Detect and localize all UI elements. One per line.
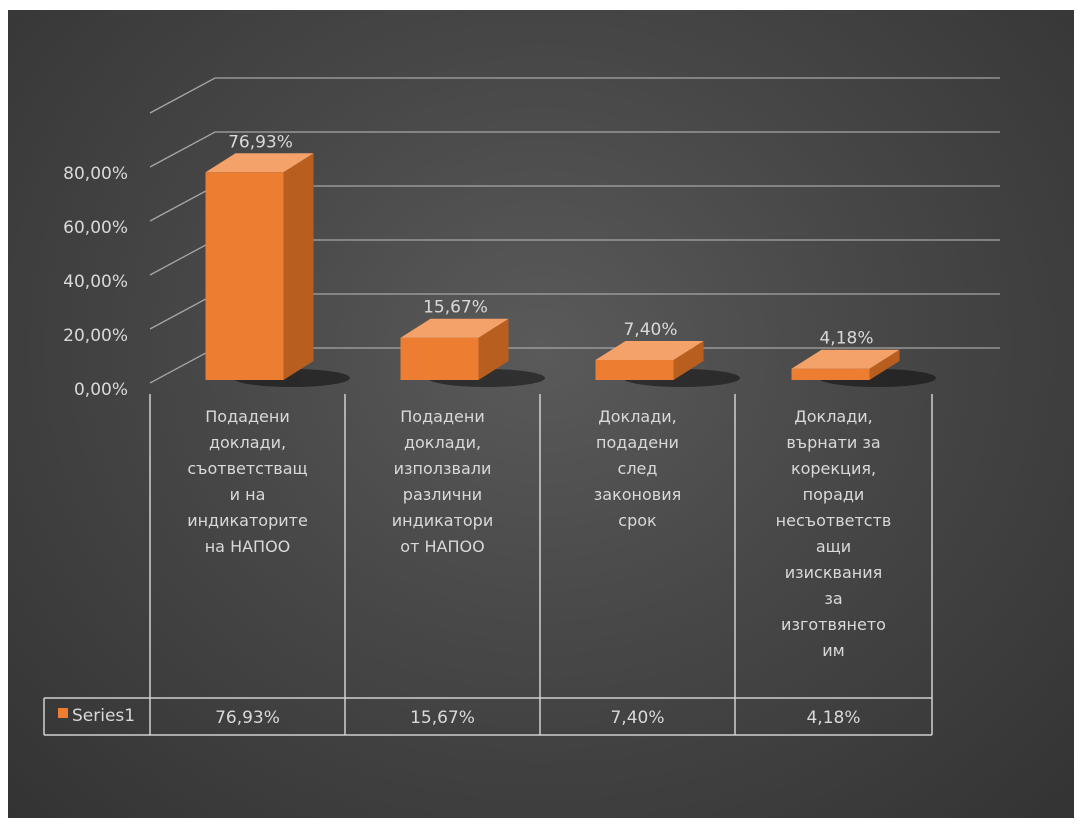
bar <box>791 349 900 380</box>
bar-top <box>595 341 704 361</box>
y-axis-labels: 0,00% 20,00% 40,00% 60,00% 80,00% <box>63 164 128 400</box>
data-label: 15,67% <box>423 298 488 318</box>
bar-side <box>673 341 704 380</box>
gridline-100 <box>149 77 1000 114</box>
table-value: 4,18% <box>806 708 860 728</box>
bar-side <box>869 349 900 380</box>
y-tick-label: 80,00% <box>63 164 128 184</box>
bar-front <box>400 337 479 380</box>
y-tick-label: 0,00% <box>74 380 128 400</box>
category-label: Доклади, подадени след законовия срок <box>594 407 681 530</box>
y-tick-label: 20,00% <box>63 326 128 346</box>
category-label: Доклади, върнати за корекция, поради несъотв… <box>776 407 892 660</box>
data-table: Подадени доклади, съответстващ и на индикато… <box>43 394 933 736</box>
chart-svg: 0,00% 20,00% 40,00% 60,00% 80,00% 76,93% 15,6… <box>43 77 1000 736</box>
gridline-80 <box>149 131 1000 168</box>
bar-top <box>791 349 900 369</box>
bar-top <box>400 318 509 338</box>
category-label: Подадени доклади, съответстващ и на индикато… <box>187 407 308 556</box>
table-value: 15,67% <box>410 708 475 728</box>
bar-front <box>205 172 284 380</box>
data-label: 7,40% <box>623 320 677 340</box>
bar <box>400 318 509 380</box>
legend-label: Series1 <box>72 706 135 726</box>
bar-top <box>205 153 314 173</box>
bar-side <box>478 318 509 380</box>
bar <box>595 341 704 380</box>
legend-key <box>58 708 68 718</box>
y-tick-label: 60,00% <box>63 218 128 238</box>
bar-front <box>595 360 674 380</box>
bar-side <box>283 153 314 380</box>
category-label: Подадени доклади, използвали различни индика… <box>392 407 493 556</box>
bar <box>205 153 314 380</box>
bar-front <box>791 368 870 380</box>
bars <box>205 153 900 380</box>
table-value: 76,93% <box>215 708 280 728</box>
y-tick-label: 40,00% <box>63 272 128 292</box>
data-label: 76,93% <box>228 132 293 152</box>
data-label: 4,18% <box>819 329 873 349</box>
table-value: 7,40% <box>610 708 664 728</box>
data-labels: 76,93% 15,67% 7,40% 4,18% <box>228 132 873 348</box>
chart-area: 0,00% 20,00% 40,00% 60,00% 80,00% 76,93% 15,6… <box>8 10 1074 818</box>
